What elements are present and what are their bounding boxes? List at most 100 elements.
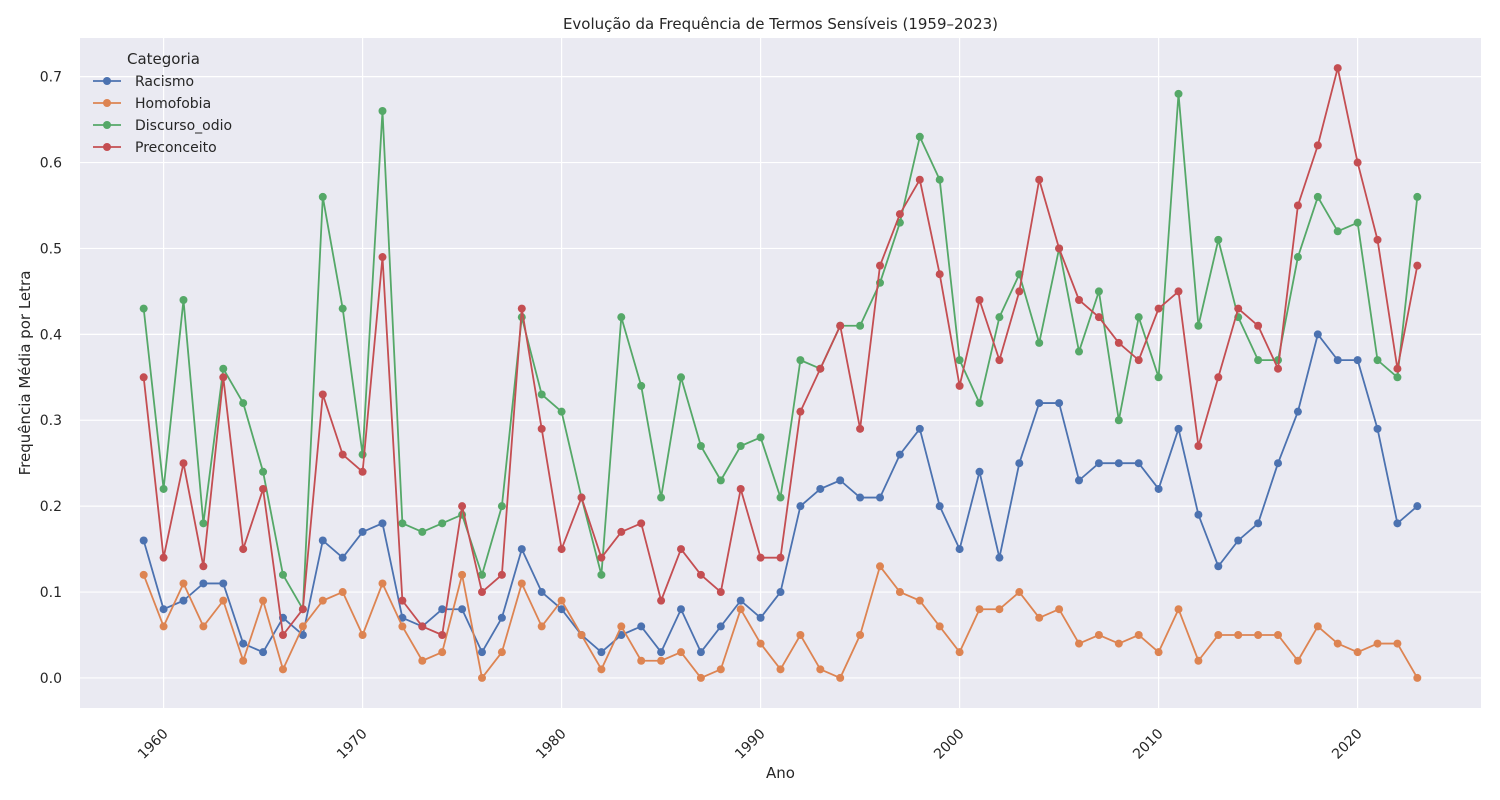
data-point <box>139 536 148 545</box>
data-point <box>438 605 447 614</box>
data-point <box>756 613 765 622</box>
data-point <box>1333 227 1342 236</box>
legend-label: Discurso_odio <box>135 118 232 134</box>
data-point <box>696 442 705 451</box>
data-point <box>637 381 646 390</box>
y-tick-label: 0.2 <box>40 499 62 515</box>
data-point <box>537 390 546 399</box>
legend-marker <box>103 99 111 107</box>
data-point <box>358 467 367 476</box>
data-point <box>1413 261 1422 270</box>
data-point <box>1373 639 1382 648</box>
data-point <box>239 656 248 665</box>
data-point <box>1293 407 1302 416</box>
data-point <box>657 493 666 502</box>
data-point <box>995 553 1004 562</box>
x-tick-label: 1970 <box>334 726 371 763</box>
data-point <box>637 656 646 665</box>
series-preconceito <box>139 64 1422 639</box>
series-discurso_odio <box>139 89 1422 614</box>
data-point <box>477 673 486 682</box>
data-point <box>955 356 964 365</box>
data-point <box>1234 304 1243 313</box>
data-point <box>1214 562 1223 571</box>
data-point <box>1313 330 1322 339</box>
data-point <box>1274 364 1283 373</box>
data-point <box>1353 356 1362 365</box>
data-point <box>438 630 447 639</box>
data-point <box>139 570 148 579</box>
data-point <box>1413 192 1422 201</box>
data-point <box>458 605 467 614</box>
data-point <box>776 588 785 597</box>
data-point <box>1333 639 1342 648</box>
data-point <box>955 545 964 554</box>
data-point <box>1254 356 1263 365</box>
data-point <box>1134 630 1143 639</box>
data-point <box>179 295 188 304</box>
data-point <box>557 407 566 416</box>
x-tick-label: 1990 <box>732 726 769 763</box>
data-point <box>159 553 168 562</box>
data-point <box>1194 442 1203 451</box>
data-point <box>1134 313 1143 322</box>
data-point <box>458 570 467 579</box>
data-point <box>915 424 924 433</box>
data-point <box>358 630 367 639</box>
y-tick-label: 0.4 <box>40 327 62 343</box>
data-point <box>1094 630 1103 639</box>
data-point <box>1333 64 1342 73</box>
data-point <box>1393 639 1402 648</box>
data-point <box>597 570 606 579</box>
data-point <box>676 648 685 657</box>
data-point <box>995 356 1004 365</box>
data-point <box>856 424 865 433</box>
data-point <box>915 596 924 605</box>
data-point <box>1254 321 1263 330</box>
data-point <box>816 484 825 493</box>
data-point <box>259 648 268 657</box>
data-point <box>617 527 626 536</box>
data-point <box>676 545 685 554</box>
data-point <box>159 622 168 631</box>
data-point <box>537 622 546 631</box>
data-point <box>199 579 208 588</box>
data-point <box>497 648 506 657</box>
data-point <box>696 570 705 579</box>
data-point <box>517 579 526 588</box>
y-tick-label: 0.7 <box>40 70 62 86</box>
data-point <box>836 321 845 330</box>
data-point <box>876 562 885 571</box>
data-point <box>1373 235 1382 244</box>
data-point <box>1353 218 1362 227</box>
data-point <box>756 433 765 442</box>
data-point <box>1254 630 1263 639</box>
data-point <box>597 665 606 674</box>
legend-marker <box>103 143 111 151</box>
data-point <box>278 630 287 639</box>
data-point <box>318 192 327 201</box>
data-point <box>955 381 964 390</box>
data-point <box>676 605 685 614</box>
data-point <box>1035 338 1044 347</box>
data-point <box>876 261 885 270</box>
data-point <box>657 596 666 605</box>
data-point <box>975 399 984 408</box>
legend-label: Homofobia <box>135 96 211 112</box>
data-point <box>617 630 626 639</box>
data-point <box>836 673 845 682</box>
data-point <box>1174 89 1183 98</box>
data-point <box>1353 158 1362 167</box>
data-point <box>1214 630 1223 639</box>
y-tick-label: 0.3 <box>40 413 62 429</box>
data-point <box>856 493 865 502</box>
legend-marker <box>103 77 111 85</box>
data-point <box>557 596 566 605</box>
data-point <box>1094 313 1103 322</box>
data-point <box>418 527 427 536</box>
data-point <box>1174 424 1183 433</box>
data-point <box>1353 648 1362 657</box>
data-point <box>935 175 944 184</box>
plot-area <box>80 38 1481 708</box>
